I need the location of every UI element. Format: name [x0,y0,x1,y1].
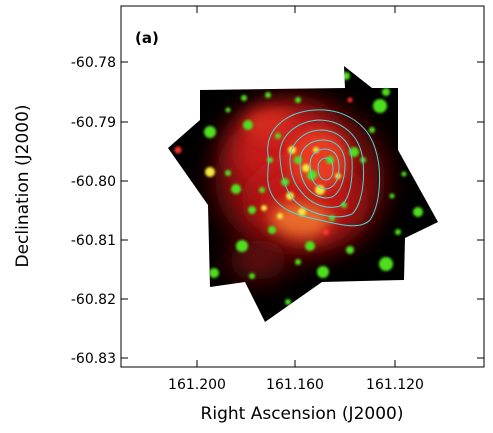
y-tick-label-2: -60.79 [71,115,116,131]
contours [267,109,380,227]
y-tick-label-1: -60.78 [71,55,116,71]
contour-level-1 [267,109,380,227]
contour-level-5 [309,148,340,190]
contour-level-3 [289,129,353,208]
y-tick-label-4: -60.81 [71,233,116,249]
panel-label: (a) [135,29,159,47]
contour-level-2 [279,119,365,218]
contour-level-6 [317,157,334,181]
red-sources [174,97,353,235]
y-tick-label-6: -60.83 [71,351,116,367]
green-sources [204,72,423,305]
x-tick-label-2: 161.160 [266,377,324,393]
contour-level-4 [299,139,346,199]
x-tick-label-1: 161.200 [168,377,226,393]
x-axis-title: Right Ascension (J2000) [201,404,404,424]
sky-image [168,66,438,322]
x-tick-label-3: 161.120 [366,377,424,393]
y-tick-label-5: -60.82 [71,292,116,308]
axis-ticks [121,6,484,367]
y-axis-title: Declination (J2000) [13,104,33,267]
y-tick-label-3: -60.80 [71,174,116,190]
